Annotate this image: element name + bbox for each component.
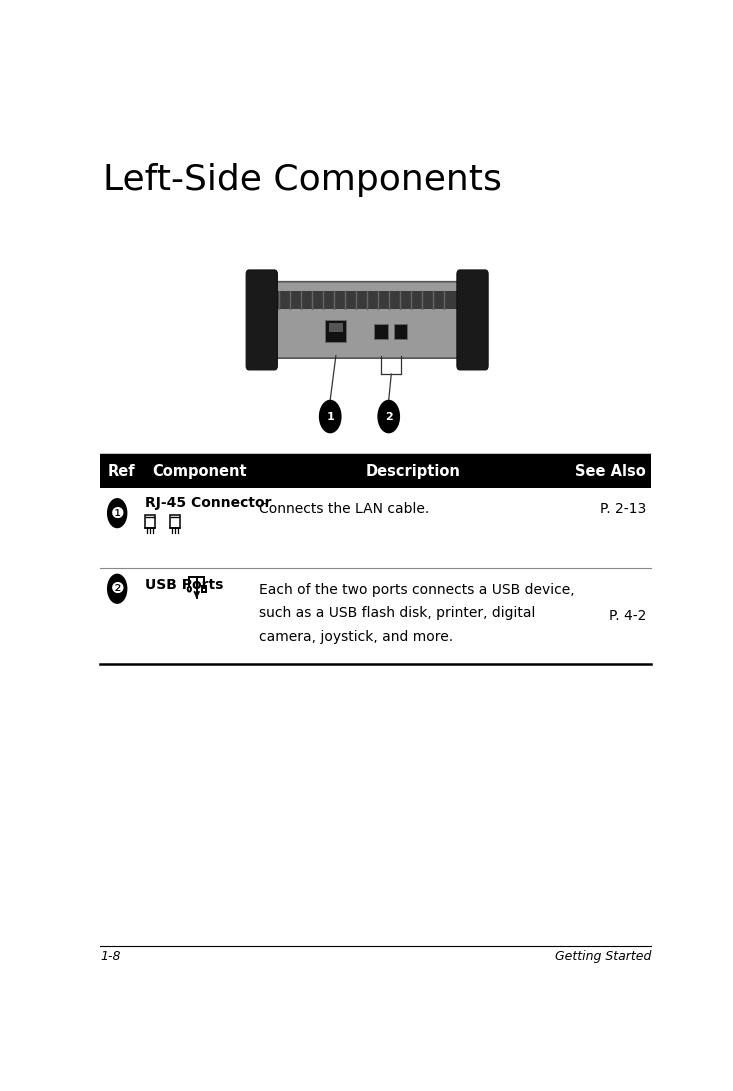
- Circle shape: [107, 497, 128, 528]
- Bar: [276, 291, 458, 310]
- Text: P. 4-2: P. 4-2: [609, 609, 647, 623]
- Bar: [170, 515, 180, 528]
- Text: Description: Description: [365, 464, 460, 479]
- Circle shape: [377, 399, 400, 433]
- Bar: [394, 324, 408, 339]
- Bar: [202, 586, 206, 591]
- FancyBboxPatch shape: [263, 281, 471, 358]
- Text: 2: 2: [385, 411, 393, 421]
- Bar: [374, 324, 388, 339]
- Text: Component: Component: [152, 464, 247, 479]
- Bar: [329, 323, 343, 332]
- Circle shape: [319, 399, 342, 433]
- Bar: [325, 320, 346, 341]
- Text: 1-8: 1-8: [100, 950, 121, 963]
- Text: USB Ports: USB Ports: [145, 578, 224, 591]
- Text: ❷: ❷: [111, 582, 124, 597]
- Bar: [100, 454, 651, 488]
- Text: Left-Side Components: Left-Side Components: [103, 163, 502, 196]
- Text: Each of the two ports connects a USB device,: Each of the two ports connects a USB dev…: [259, 583, 575, 597]
- Circle shape: [107, 574, 128, 604]
- FancyBboxPatch shape: [457, 269, 488, 370]
- Text: RJ-45 Connector: RJ-45 Connector: [145, 496, 271, 511]
- Text: See Also: See Also: [575, 464, 645, 479]
- Text: ❶: ❶: [111, 505, 124, 520]
- Text: P. 2-13: P. 2-13: [600, 502, 647, 516]
- Text: such as a USB flash disk, printer, digital: such as a USB flash disk, printer, digit…: [259, 607, 536, 621]
- FancyBboxPatch shape: [246, 269, 277, 370]
- Text: camera, joystick, and more.: camera, joystick, and more.: [259, 630, 453, 644]
- Bar: [145, 515, 155, 528]
- Text: Getting Started: Getting Started: [555, 950, 651, 963]
- Text: Connects the LAN cable.: Connects the LAN cable.: [259, 502, 430, 516]
- Text: Ref: Ref: [108, 464, 136, 479]
- Text: 1: 1: [326, 411, 334, 421]
